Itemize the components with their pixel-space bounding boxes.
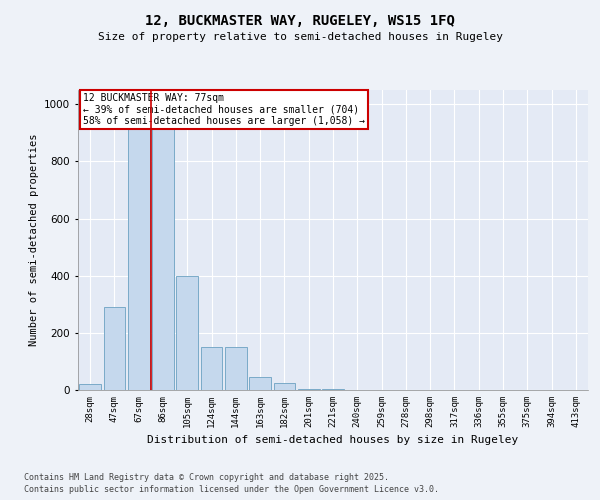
Text: Contains public sector information licensed under the Open Government Licence v3: Contains public sector information licen… xyxy=(24,485,439,494)
Bar xyxy=(274,383,295,390)
Bar xyxy=(225,347,247,390)
Y-axis label: Number of semi-detached properties: Number of semi-detached properties xyxy=(29,134,38,346)
Text: Size of property relative to semi-detached houses in Rugeley: Size of property relative to semi-detach… xyxy=(97,32,503,42)
Bar xyxy=(176,276,198,390)
X-axis label: Distribution of semi-detached houses by size in Rugeley: Distribution of semi-detached houses by … xyxy=(148,436,518,446)
Bar xyxy=(152,124,174,390)
Bar xyxy=(104,307,125,390)
Bar xyxy=(128,124,149,390)
Bar xyxy=(79,384,101,390)
Bar xyxy=(298,388,320,390)
Bar xyxy=(200,347,223,390)
Text: Contains HM Land Registry data © Crown copyright and database right 2025.: Contains HM Land Registry data © Crown c… xyxy=(24,472,389,482)
Bar xyxy=(249,377,271,390)
Text: 12, BUCKMASTER WAY, RUGELEY, WS15 1FQ: 12, BUCKMASTER WAY, RUGELEY, WS15 1FQ xyxy=(145,14,455,28)
Text: 12 BUCKMASTER WAY: 77sqm
← 39% of semi-detached houses are smaller (704)
58% of : 12 BUCKMASTER WAY: 77sqm ← 39% of semi-d… xyxy=(83,93,365,126)
